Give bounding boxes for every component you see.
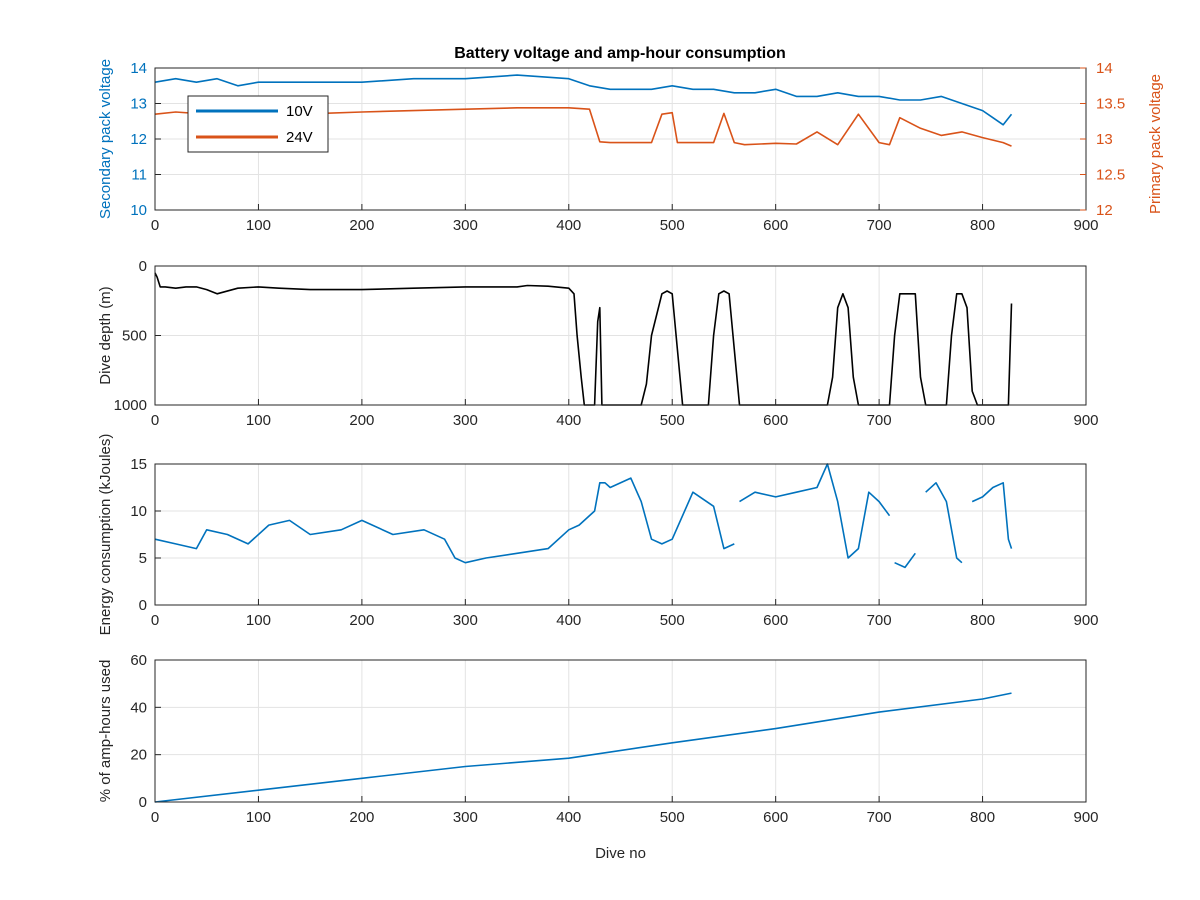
- legend-label-24v: 24V: [286, 129, 313, 146]
- chart-panel-4: 0 100 200 300 400 500 600 700 800 900 0 20 40 60 % of …: [97, 652, 1099, 862]
- x-tick-label: 700: [867, 809, 892, 826]
- series-line-2: [739, 463, 891, 559]
- y-right-tick-label: 12.5: [1096, 167, 1125, 184]
- series-line-5: [971, 481, 1013, 549]
- series-line-4: [925, 481, 963, 564]
- x-tick-label: 900: [1073, 809, 1098, 826]
- series-line-1: [154, 272, 1013, 406]
- series-line-1: [154, 692, 1012, 803]
- y-tick-label: 20: [130, 747, 147, 764]
- x-tick-label: 100: [246, 217, 271, 234]
- x-tick-label: 0: [151, 809, 159, 826]
- x-tick-label: 200: [349, 612, 374, 629]
- x-tick-label: 600: [763, 412, 788, 429]
- y-tick-label: 11: [131, 167, 147, 184]
- y-right-tick-label: 14: [1096, 60, 1113, 77]
- y-tick-label: 0: [139, 258, 147, 275]
- x-tick-label: 500: [660, 217, 685, 234]
- x-tick-label: 800: [970, 809, 995, 826]
- x-tick-label: 400: [556, 809, 581, 826]
- x-tick-label: 600: [763, 612, 788, 629]
- y-axis-label: % of amp-hours used: [97, 660, 114, 803]
- chart-panel-1: 0 100 200 300 400 500 600 700 800 900 10 11 12 13 14 12…: [97, 59, 1164, 234]
- x-tick-label: 900: [1073, 217, 1098, 234]
- y-right-tick-label: 13: [1096, 131, 1113, 148]
- x-tick-label: 700: [867, 612, 892, 629]
- panels: 0 100 200 300 400 500 600 700 800 900101112131412…: [97, 59, 1164, 862]
- y-tick-label: 500: [122, 328, 147, 345]
- x-tick-label: 500: [660, 612, 685, 629]
- y-tick-label: 10: [130, 202, 147, 219]
- x-tick-label: 300: [453, 217, 478, 234]
- y-tick-label: 14: [130, 60, 147, 77]
- x-tick-label: 800: [970, 217, 995, 234]
- x-tick-label: 200: [349, 412, 374, 429]
- x-tick-label: 100: [246, 612, 271, 629]
- x-tick-label: 200: [349, 809, 374, 826]
- plot-frame: [154, 659, 1087, 803]
- x-tick-label: 300: [453, 612, 478, 629]
- x-tick-label: 700: [867, 412, 892, 429]
- x-tick-label: 300: [453, 412, 478, 429]
- x-tick-label: 100: [246, 809, 271, 826]
- x-tick-label: 200: [349, 217, 374, 234]
- y-axis-label: Energy consumption (kJoules): [97, 434, 114, 636]
- chart-panel-3: 0 100 200 300 400 500 600 700 800 900 0 5 10 15 Energy…: [97, 434, 1099, 636]
- x-tick-label: 500: [660, 809, 685, 826]
- y-tick-label: 10: [130, 503, 147, 520]
- y-tick-label: 60: [130, 652, 147, 669]
- y-tick-label: 0: [139, 597, 147, 614]
- y-tick-label: 5: [139, 550, 147, 567]
- x-tick-label: 400: [556, 217, 581, 234]
- chart-title: Battery voltage and amp-hour consumption: [454, 45, 786, 62]
- y-tick-label: 0: [139, 794, 147, 811]
- y-tick-label: 13: [130, 96, 147, 113]
- series-line-10v: [154, 74, 1013, 126]
- chart-panel-2: 0 100 200 300 400 500 600 700 800 900 0 500 1000Dive…: [97, 258, 1099, 429]
- y-right-tick-label: 13.5: [1096, 96, 1125, 113]
- y-tick-label: 40: [130, 699, 147, 716]
- plot-frame: [154, 463, 1087, 606]
- x-axis-label: Dive no: [595, 845, 646, 862]
- x-tick-label: 800: [970, 612, 995, 629]
- y-right-axis-label: Primary pack voltage: [1147, 74, 1164, 214]
- legend-box: [187, 95, 329, 153]
- legend: 10V 24V: [187, 95, 329, 153]
- x-tick-label: 0: [151, 612, 159, 629]
- x-tick-label: 600: [763, 809, 788, 826]
- y-axis-label: Dive depth (m): [97, 286, 114, 384]
- x-tick-label: 900: [1073, 612, 1098, 629]
- x-tick-label: 900: [1073, 412, 1098, 429]
- series-line-24v: [154, 107, 1012, 147]
- x-tick-label: 400: [556, 412, 581, 429]
- x-tick-label: 0: [151, 217, 159, 234]
- x-tick-label: 800: [970, 412, 995, 429]
- series-line-1: [154, 477, 735, 564]
- y-axis-label: Secondary pack voltage: [97, 59, 114, 219]
- y-tick-label: 1000: [114, 397, 147, 414]
- legend-label-10v: 10V: [286, 103, 313, 120]
- series-line-3: [894, 552, 916, 569]
- y-right-tick-label: 12: [1096, 202, 1113, 219]
- x-tick-label: 500: [660, 412, 685, 429]
- y-tick-label: 12: [130, 131, 147, 148]
- x-tick-label: 400: [556, 612, 581, 629]
- y-tick-label: 15: [130, 456, 147, 473]
- x-tick-label: 600: [763, 217, 788, 234]
- x-tick-label: 300: [453, 809, 478, 826]
- x-tick-label: 0: [151, 412, 159, 429]
- x-tick-label: 100: [246, 412, 271, 429]
- x-tick-label: 700: [867, 217, 892, 234]
